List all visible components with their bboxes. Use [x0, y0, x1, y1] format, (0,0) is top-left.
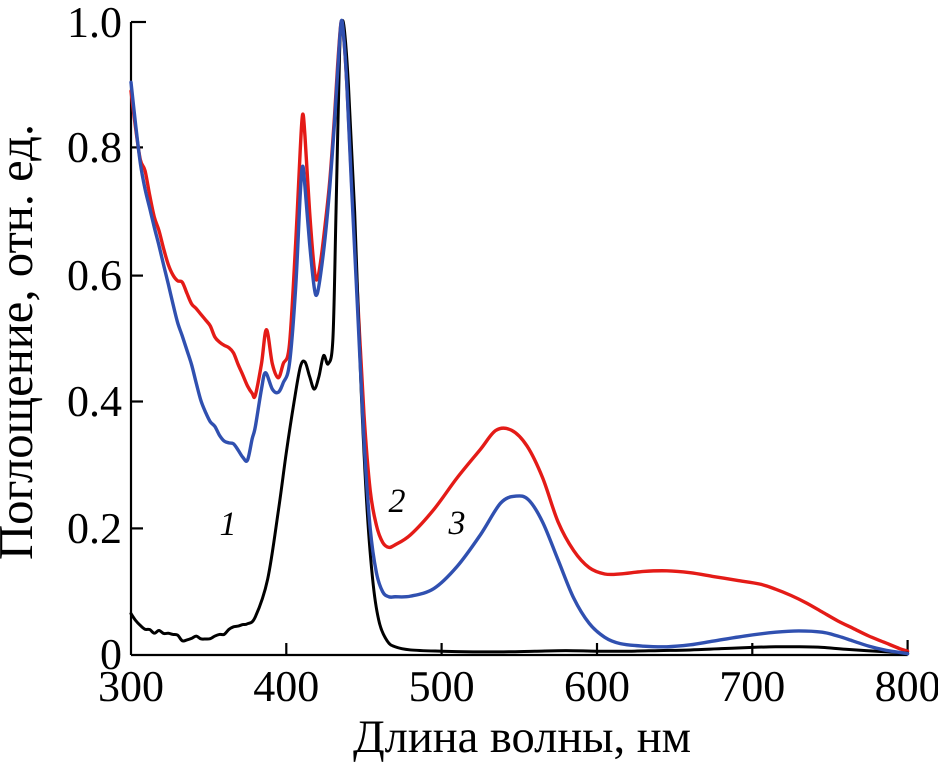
svg-text:600: 600 [564, 662, 630, 711]
svg-text:2: 2 [389, 483, 406, 520]
svg-text:3: 3 [448, 505, 466, 542]
svg-text:700: 700 [719, 662, 785, 711]
svg-text:0.2: 0.2 [67, 504, 122, 553]
svg-text:800: 800 [875, 662, 938, 711]
svg-text:Поглощение, отн. ед.: Поглощение, отн. ед. [0, 124, 43, 560]
svg-text:0.8: 0.8 [67, 123, 122, 172]
svg-text:1.0: 1.0 [67, 0, 122, 47]
svg-text:500: 500 [409, 662, 475, 711]
svg-text:1: 1 [220, 506, 237, 543]
svg-text:0.4: 0.4 [67, 377, 122, 426]
svg-text:0.6: 0.6 [67, 251, 122, 300]
svg-text:400: 400 [253, 662, 319, 711]
svg-text:Длина волны, нм: Длина волны, нм [353, 712, 691, 763]
svg-text:300: 300 [98, 662, 164, 711]
